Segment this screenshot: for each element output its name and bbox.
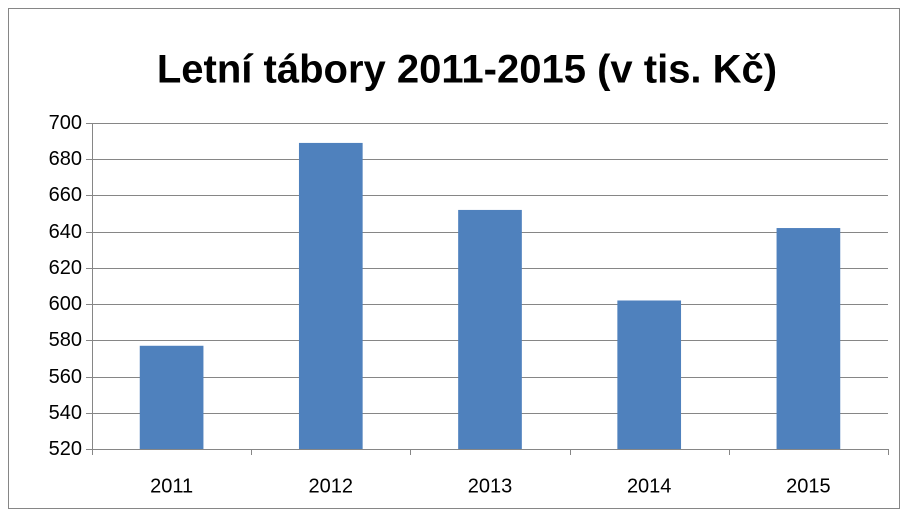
bar [139,345,204,449]
x-tick-label: 2011 [150,475,193,497]
y-tick-label: 560 [49,366,82,388]
chart-title: Letní tábory 2011-2015 (v tis. Kč) [157,48,777,92]
x-tick-label: 2013 [468,475,513,497]
y-tick-label: 680 [49,148,82,170]
bar [298,142,363,449]
y-tick-label: 660 [49,184,82,206]
y-tick-label: 540 [49,402,82,424]
y-tick-label: 620 [49,257,82,279]
bar [617,300,682,449]
bar [458,209,522,449]
x-tick-label: 2015 [786,475,831,497]
bar [776,228,841,449]
y-tick-label: 600 [49,293,82,315]
y-tick-label: 580 [49,329,82,351]
x-tick-label: 2014 [627,475,672,497]
y-tick-label: 640 [49,221,82,243]
y-tick-label: 520 [49,438,82,460]
x-tick-label: 2012 [309,475,354,497]
y-tick-label: 700 [49,112,82,134]
